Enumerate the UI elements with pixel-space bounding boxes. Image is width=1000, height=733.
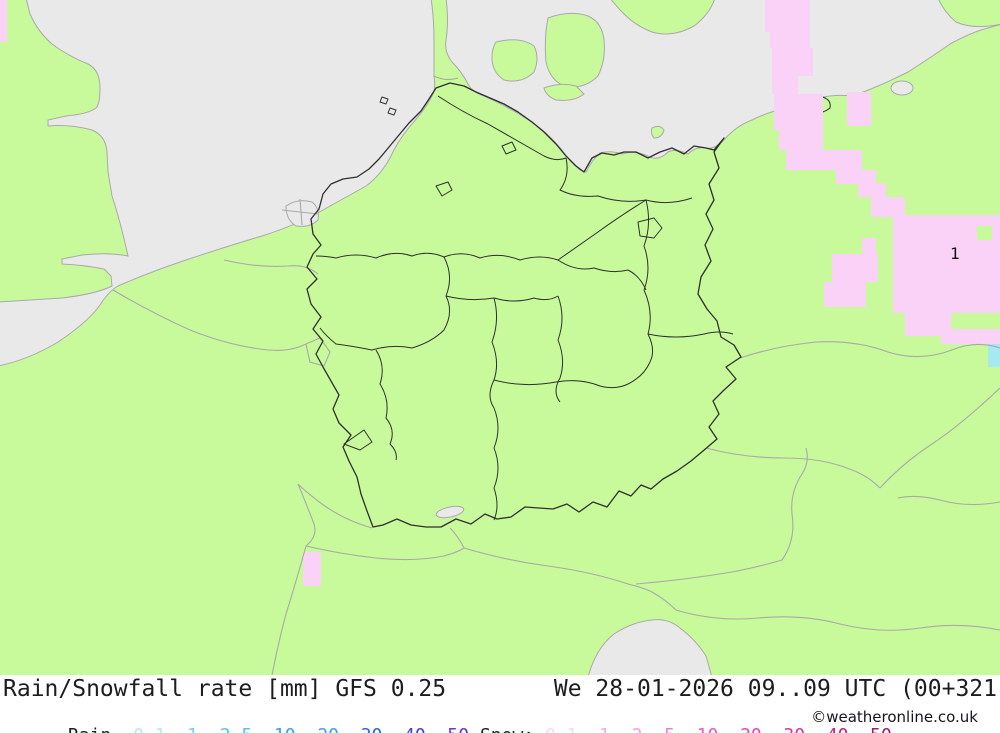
- rain-scale-value: 10: [252, 725, 296, 733]
- rain-scale-value: 0.1: [111, 725, 166, 733]
- snow-block: [836, 170, 876, 184]
- island-lolland: [543, 83, 585, 101]
- snow-precipitation-layer: [0, 0, 1000, 586]
- snow-block: [765, 0, 810, 32]
- snow-block: [832, 254, 878, 282]
- island-bornholm: [650, 125, 665, 139]
- land-northeast-corner: [938, 0, 1000, 28]
- rain-scale-value: 1: [166, 725, 198, 733]
- rain-scale-value: 40: [382, 725, 426, 733]
- germany-state-borders: [315, 95, 734, 521]
- rain-scale-label: Rain: [68, 725, 111, 733]
- snow-block: [774, 94, 823, 130]
- island-funen: [491, 39, 538, 82]
- snow-block: [798, 48, 813, 76]
- snow-scale-value: 20: [718, 725, 762, 733]
- snow-scale-values: 0.1 1 2 5 10 20 30 40 50: [534, 725, 892, 733]
- rain-scale-values: 0.1 1 2 5 10 20 30 40 50: [111, 725, 469, 733]
- sleet-block: [988, 344, 1000, 367]
- snow-block: [772, 48, 798, 94]
- snow-block: [941, 329, 1000, 344]
- rain-scale-value: 30: [339, 725, 383, 733]
- szczecin-lagoon: [890, 80, 914, 96]
- snow-scale-label: [469, 725, 480, 733]
- map-canvas: 1: [0, 0, 1000, 675]
- adriatic-sea: [588, 619, 712, 675]
- snow-block: [786, 150, 862, 170]
- snow-value-label: 1: [950, 244, 960, 263]
- land-sweden: [610, 0, 715, 35]
- snow-scale-value: 5: [643, 725, 675, 733]
- country-borders: [112, 75, 1000, 675]
- legend-footer: Rain/Snowfall rate [mm] GFS 0.25 We 28-0…: [0, 675, 1000, 733]
- snow-block: [858, 183, 886, 197]
- snow-scale-value: 40: [805, 725, 849, 733]
- lake-ijsselmeer: [285, 200, 319, 227]
- snow-block: [862, 238, 876, 255]
- rain-scale-value: 2: [198, 725, 231, 733]
- germany-border: [306, 82, 742, 528]
- snow-block: [779, 130, 823, 150]
- land-hole: [977, 226, 992, 240]
- island-zealand: [544, 12, 605, 88]
- product-title: Rain/Snowfall rate [mm] GFS 0.25: [3, 676, 447, 702]
- valid-time: We 28-01-2026 09..09 UTC (00+321: [553, 676, 997, 702]
- rain-scale-value: 5: [231, 725, 252, 733]
- rain-scale-value: 20: [296, 725, 339, 733]
- precipitation-map: 1: [0, 0, 1000, 675]
- snow-scale-value: 1: [577, 725, 610, 733]
- rain-scale-value: 50: [426, 725, 469, 733]
- snow-block: [303, 552, 321, 586]
- copyright-link[interactable]: ©weatheronline.co.uk: [811, 708, 978, 726]
- land-britain: [0, 0, 129, 303]
- snow-scale-value: 0.1: [534, 725, 578, 733]
- title-row: Rain/Snowfall rate [mm] GFS 0.25 We 28-0…: [0, 676, 1000, 702]
- lake-constance: [435, 505, 465, 519]
- snow-scale-value: 2: [610, 725, 643, 733]
- scale-row: Rain 0.1 1 2 5 10 20 30 40 50 Snow: 0.1 …: [3, 704, 892, 733]
- snow-block: [847, 92, 871, 126]
- snow-block: [0, 0, 7, 42]
- snow-scale-value: 30: [762, 725, 805, 733]
- snow-scale-label-text: Snow:: [480, 725, 534, 733]
- snow-block: [824, 282, 866, 307]
- snow-block: [770, 32, 810, 48]
- snow-scale-value: 50: [848, 725, 892, 733]
- snow-block: [871, 197, 905, 217]
- snow-block: [905, 313, 951, 336]
- snow-scale-value: 10: [675, 725, 719, 733]
